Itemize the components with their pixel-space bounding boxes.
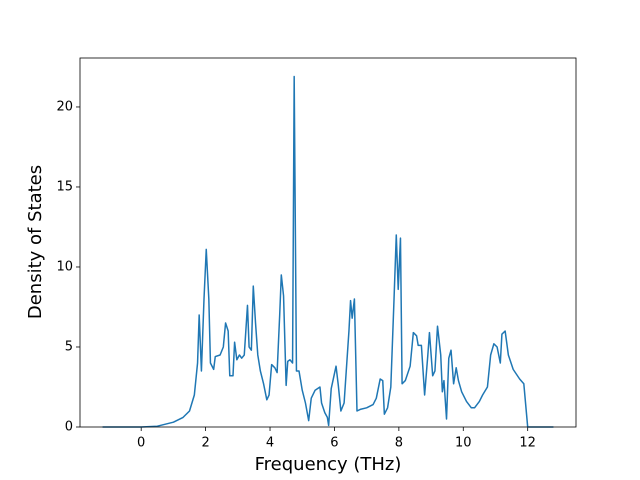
x-tick-label: 10 [455, 436, 472, 451]
x-tick-label: 6 [330, 436, 338, 451]
y-tick-label: 5 [65, 339, 73, 354]
x-tick-label: 8 [395, 436, 403, 451]
x-tick-label: 12 [519, 436, 536, 451]
y-tick-label: 0 [65, 420, 73, 435]
x-axis-label: Frequency (THz) [255, 454, 402, 475]
y-tick-label: 15 [56, 179, 73, 194]
plot-frame [79, 57, 577, 428]
y-tick-label: 20 [56, 99, 73, 114]
x-tick-label: 4 [266, 436, 274, 451]
x-tick-label: 0 [137, 436, 145, 451]
y-axis-label: Density of States [25, 165, 46, 319]
x-tick-label: 2 [201, 436, 209, 451]
y-tick-label: 10 [56, 259, 73, 274]
line-series [102, 75, 554, 428]
